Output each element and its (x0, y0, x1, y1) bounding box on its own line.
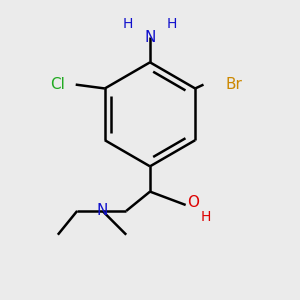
Text: H: H (167, 17, 178, 31)
Text: N: N (144, 30, 156, 45)
Text: Cl: Cl (50, 77, 65, 92)
Text: H: H (122, 17, 133, 31)
Text: O: O (187, 194, 199, 209)
Text: N: N (97, 203, 108, 218)
Text: H: H (200, 210, 211, 224)
Text: Br: Br (226, 77, 243, 92)
